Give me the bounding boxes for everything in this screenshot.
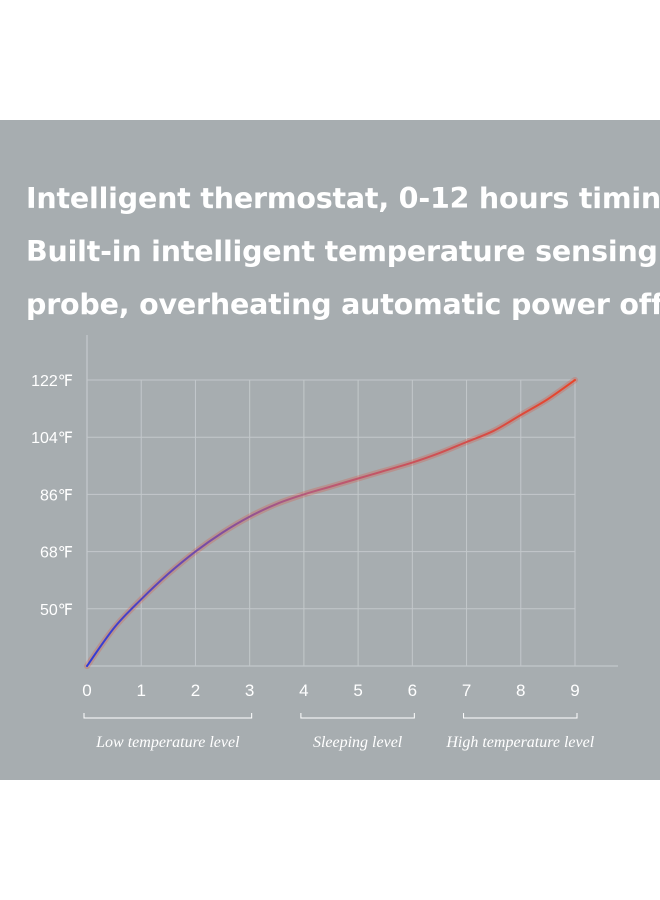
headline-line-2: Built-in intelligent temperature sensing	[26, 235, 658, 268]
chart-axes	[86, 335, 618, 667]
y-tick-label: 50℉	[40, 602, 73, 619]
level-groups: Low temperature level Sleeping level High …	[83, 713, 595, 751]
x-tick-label: 1	[136, 681, 145, 700]
x-tick-label: 4	[299, 681, 308, 700]
level-bracket	[463, 713, 578, 719]
x-tick-labels: 0 1 2 3 4 5 6 7 8 9	[82, 681, 579, 700]
temperature-curve-line	[86, 379, 576, 667]
x-tick-label: 2	[191, 681, 200, 700]
x-tick-label: 5	[353, 681, 362, 700]
level-bracket	[300, 713, 415, 719]
background-panel	[0, 120, 660, 780]
x-tick-label: 3	[245, 681, 254, 700]
y-tick-label: 86℉	[40, 487, 73, 504]
x-tick-label: 0	[82, 681, 91, 700]
x-tick-label: 8	[516, 681, 525, 700]
y-tick-label: 104℉	[31, 430, 73, 447]
y-tick-labels: 50℉ 68℉ 86℉ 104℉ 122℉	[31, 373, 73, 619]
headline-line-3: probe, overheating automatic power off	[26, 288, 660, 321]
level-label: Low temperature level	[95, 734, 240, 751]
level-label: High temperature level	[445, 734, 594, 751]
x-tick-label: 9	[570, 681, 579, 700]
y-tick-label: 122℉	[31, 373, 73, 390]
chart-grid	[87, 379, 576, 666]
level-bracket	[83, 713, 253, 719]
x-tick-label: 6	[408, 681, 417, 700]
temperature-curve	[84, 377, 578, 669]
headline-line-1: Intelligent thermostat, 0-12 hours timin…	[26, 182, 660, 215]
x-tick-label: 7	[462, 681, 471, 700]
level-label: Sleeping level	[313, 734, 403, 751]
headline: Intelligent thermostat, 0-12 hours timin…	[26, 172, 660, 331]
temperature-curve-glow	[84, 377, 578, 669]
y-tick-label: 68℉	[40, 545, 73, 562]
